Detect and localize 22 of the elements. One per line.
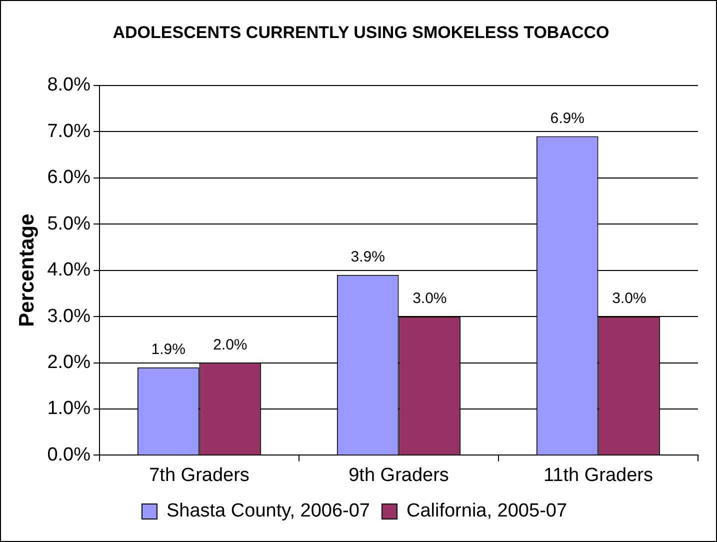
y-axis-title: Percentage <box>15 214 38 327</box>
data-label: 3.0% <box>612 290 646 308</box>
data-label: 3.0% <box>412 290 447 308</box>
chart-title: ADOLESCENTS CURRENTLY USING SMOKELESS TOBACCO <box>112 22 610 44</box>
x-tick-label: 11th Graders <box>544 464 653 486</box>
data-label: 6.9% <box>550 110 584 127</box>
y-tick-label: 2.0% <box>47 352 91 373</box>
y-tick-label: 5.0% <box>47 213 91 234</box>
y-tick-label: 7.0% <box>47 120 91 142</box>
y-tick-label: 8.0% <box>47 74 91 96</box>
legend-label: California, 2005-07 <box>406 500 568 522</box>
data-label: 1.9% <box>151 341 186 358</box>
y-tick-label: 4.0% <box>47 260 91 281</box>
data-label: 2.0% <box>213 336 248 354</box>
data-label: 3.9% <box>350 248 385 266</box>
y-tick-label: 6.0% <box>47 167 91 188</box>
x-tick-label: 7th Graders <box>149 464 250 486</box>
y-tick-label: 1.0% <box>47 398 91 420</box>
x-tick-label: 9th Graders <box>348 464 449 486</box>
legend-label: Shasta County, 2006-07 <box>166 500 370 522</box>
y-tick-label: 0.0% <box>47 444 91 466</box>
y-tick-label: 3.0% <box>47 306 91 327</box>
